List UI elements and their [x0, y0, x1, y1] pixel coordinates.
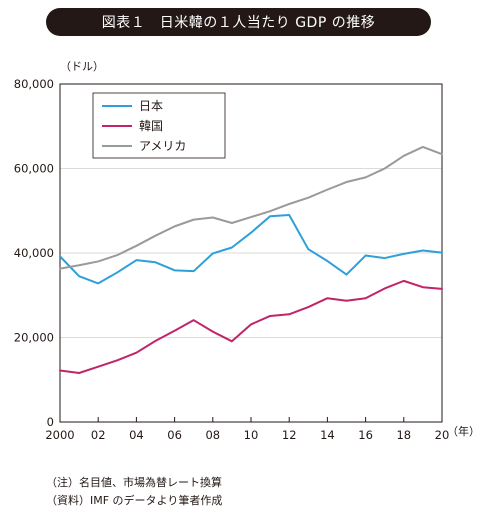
chart-title: 図表１ 日米韓の１人当たり GDP の推移	[46, 8, 431, 36]
x-unit-label: （年）	[447, 424, 480, 438]
x-tick-label: 04	[129, 428, 144, 442]
x-tick-label: 20	[435, 428, 450, 442]
x-tick-label: 08	[205, 428, 220, 442]
x-tick-label: 14	[320, 428, 335, 442]
x-tick-label: 2000	[45, 428, 74, 442]
x-tick-label: 06	[167, 428, 182, 442]
chart-notes: （注）名目値、市場為替レート換算 （資料）IMF のデータより筆者作成	[46, 474, 222, 510]
y-tick-label: 80,000	[14, 77, 54, 91]
gdp-line-chart: （ドル） （年） 0 20,000 40,000 60,000 80,000 2000 02…	[14, 60, 480, 442]
legend-label: 韓国	[139, 119, 163, 133]
x-tick-label: 18	[396, 428, 411, 442]
x-tick-label: 10	[244, 428, 259, 442]
legend-label: 日本	[139, 99, 163, 113]
y-tick-label: 60,000	[14, 162, 54, 176]
y-tick-label: 40,000	[14, 246, 54, 260]
series-line-日本	[59, 213, 443, 285]
y-tick-label: 0	[47, 415, 54, 429]
x-tick-label: 12	[282, 428, 297, 442]
legend-label: アメリカ	[139, 139, 186, 153]
note-text: （注）名目値、市場為替レート換算	[46, 476, 222, 489]
series-line-韓国	[59, 279, 443, 374]
x-tick-label: 16	[358, 428, 373, 442]
y-tick-label: 20,000	[14, 331, 54, 345]
source-text: （資料）IMF のデータより筆者作成	[46, 494, 223, 507]
series-line-アメリカ	[59, 145, 443, 270]
y-unit-label: （ドル）	[60, 60, 104, 73]
x-tick-label: 02	[91, 428, 106, 442]
